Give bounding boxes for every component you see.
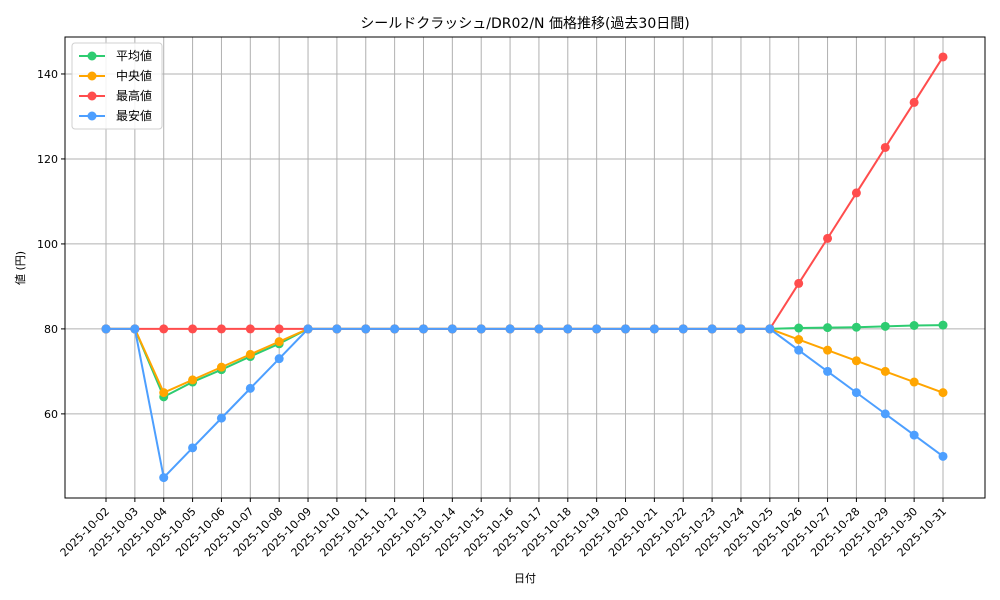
series-line (106, 324, 944, 399)
series-lines (101, 52, 948, 483)
legend-label: 中央値 (116, 68, 152, 83)
y-tick-label: 60 (44, 408, 58, 421)
legend-label: 最高値 (116, 88, 152, 103)
data-point (418, 324, 428, 334)
y-tick-label: 140 (37, 68, 58, 81)
data-point (245, 383, 255, 393)
data-point (736, 324, 746, 334)
legend-label: 平均値 (116, 48, 152, 63)
data-point (390, 324, 400, 334)
data-point (851, 188, 861, 198)
data-point (794, 323, 804, 333)
data-point (505, 324, 515, 334)
y-tick-label: 120 (37, 153, 58, 166)
data-point (534, 324, 544, 334)
data-point (794, 278, 804, 288)
y-tick-label: 100 (37, 238, 58, 251)
data-point (938, 451, 948, 461)
legend-box (71, 42, 163, 130)
data-point (274, 324, 284, 334)
data-point (303, 324, 313, 334)
data-point (909, 320, 919, 330)
gridlines (65, 37, 985, 498)
data-point (216, 324, 226, 334)
legend-label: 最安値 (116, 108, 152, 123)
data-point (649, 324, 659, 334)
data-point (938, 388, 948, 398)
data-point (101, 324, 111, 334)
y-tick-label: 80 (44, 323, 58, 336)
plot-frame (64, 36, 986, 499)
data-point (909, 97, 919, 107)
data-point (476, 324, 486, 334)
data-point (823, 233, 833, 243)
data-point (909, 377, 919, 387)
data-point (188, 443, 198, 453)
data-point (245, 349, 255, 359)
data-point (851, 356, 861, 366)
legend-swatch-marker (87, 91, 97, 101)
data-point (851, 322, 861, 332)
x-axis: 2025-10-022025-10-032025-10-042025-10-05… (58, 498, 949, 559)
data-point (880, 366, 890, 376)
data-point (447, 324, 457, 334)
series-1 (101, 324, 948, 398)
data-point (216, 362, 226, 372)
chart-title: シールドクラッシュ/DR02/N 価格推移(過去30日間) (360, 16, 689, 32)
data-point (707, 324, 717, 334)
y-axis: 60 80 100 120 140 (37, 68, 65, 421)
data-point (332, 324, 342, 334)
series-line (106, 327, 944, 480)
data-point (880, 142, 890, 152)
data-point (361, 324, 371, 334)
data-point (592, 324, 602, 334)
data-point (159, 473, 169, 483)
data-point (159, 388, 169, 398)
data-point (274, 354, 284, 364)
data-point (823, 323, 833, 333)
data-point (823, 345, 833, 355)
data-point (794, 335, 804, 345)
legend-swatch-marker (87, 51, 97, 61)
data-point (245, 324, 255, 334)
data-point (216, 413, 226, 423)
data-point (765, 324, 775, 334)
data-point (130, 324, 140, 334)
data-point (678, 324, 688, 334)
data-point (880, 321, 890, 331)
data-point (909, 430, 919, 440)
data-point (880, 409, 890, 419)
data-point (563, 324, 573, 334)
data-point (823, 366, 833, 376)
y-axis-label: 値 (円) (14, 251, 27, 285)
legend-swatch-marker (87, 71, 97, 81)
data-point (851, 388, 861, 398)
series-3 (101, 324, 948, 483)
data-point (938, 320, 948, 330)
series-0 (101, 320, 948, 402)
data-point (794, 345, 804, 355)
series-line (106, 56, 944, 330)
data-point (938, 52, 948, 62)
data-point (188, 375, 198, 385)
series-2 (101, 52, 948, 334)
series-line (106, 327, 944, 394)
data-point (188, 324, 198, 334)
legend-swatch-marker (87, 111, 97, 121)
data-point (621, 324, 631, 334)
x-axis-label: 日付 (514, 572, 536, 585)
data-point (159, 324, 169, 334)
data-point (274, 337, 284, 347)
